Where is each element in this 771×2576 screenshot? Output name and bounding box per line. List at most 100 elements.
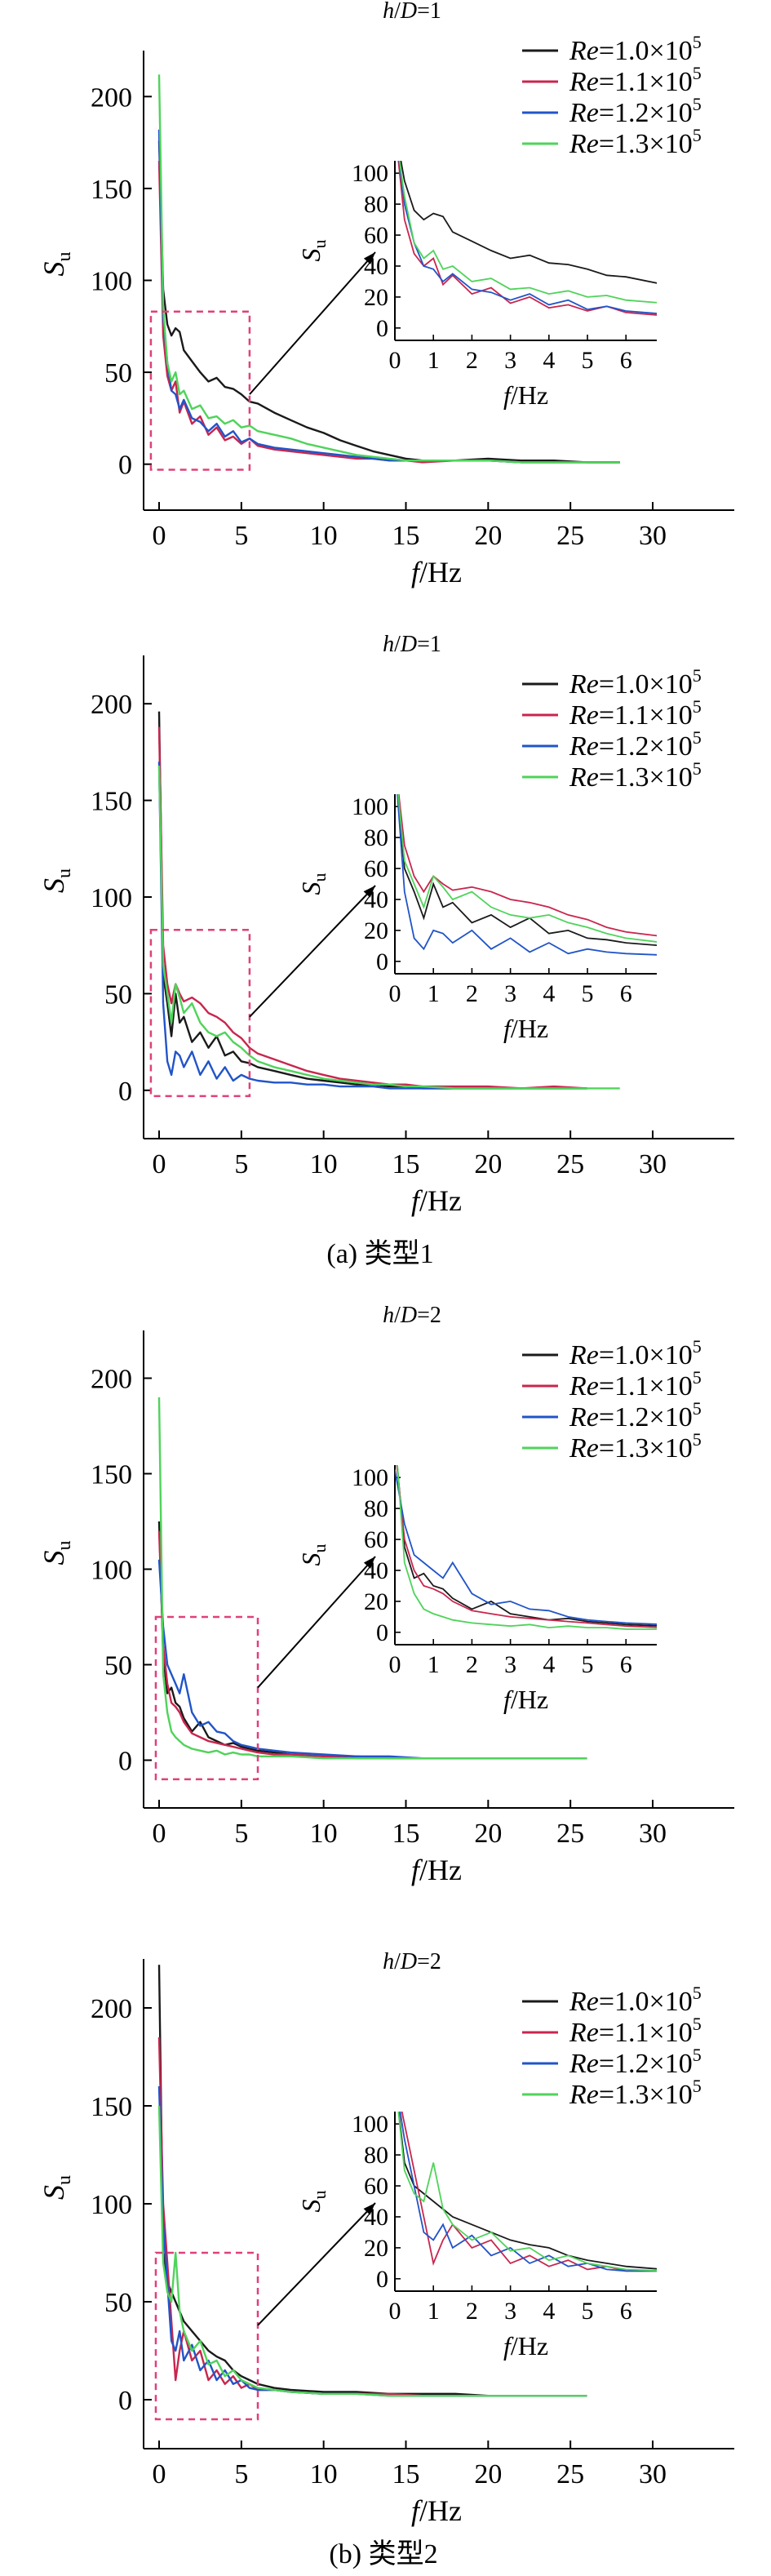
y-axis-title: Su (38, 1541, 75, 1566)
legend-label-3: Re=1.2×105 (569, 94, 702, 128)
title-slash: / (394, 632, 401, 657)
series-line-4 (157, 74, 620, 464)
inset-x-axis-title: f/Hz (503, 1014, 548, 1043)
legend-re: Re (569, 36, 599, 66)
legend-exponent: 5 (693, 2076, 702, 2096)
x-axis-title-unit: /Hz (419, 1184, 462, 1217)
inset-y-tick-label: 80 (364, 2142, 388, 2169)
legend-label-4: Re=1.3×105 (569, 125, 702, 159)
legend-label-2: Re=1.1×105 (569, 696, 702, 731)
inset-x-tick-label: 2 (466, 980, 478, 1007)
y-tick-label: 50 (104, 358, 132, 389)
legend-exponent: 5 (693, 1983, 702, 2003)
inset-y-tick-label: 20 (364, 284, 388, 311)
inset-x-tick-label: 6 (620, 2298, 632, 2325)
inset-y-tick-label: 0 (376, 315, 388, 342)
x-tick-label: 30 (639, 2459, 667, 2489)
title-h: h (383, 1303, 394, 1328)
series-line-3 (157, 129, 620, 464)
inset-x-axis-title: f/Hz (503, 380, 548, 410)
inset-x-axis-title-unit: /Hz (511, 1685, 548, 1714)
legend-re: Re (569, 731, 599, 762)
series-line-1 (157, 1965, 587, 2397)
y-tick-label: 50 (104, 1651, 132, 1681)
inset-x-tick-label: 3 (504, 347, 516, 374)
legend-exponent: 5 (693, 94, 702, 114)
x-tick-label: 0 (153, 2459, 166, 2489)
inset-y-tick-label: 100 (352, 160, 388, 187)
y-axis-title: Su (38, 868, 75, 893)
inset-x-tick-label: 5 (582, 347, 594, 374)
legend-value: =1.0×10 (599, 669, 693, 700)
legend-label-3: Re=1.2×105 (569, 1398, 702, 1432)
inset-y-tick-label: 20 (364, 1588, 388, 1615)
legend-exponent: 5 (693, 1429, 702, 1450)
caption-b: (b) 类型2 (329, 2538, 437, 2569)
x-tick-label: 25 (556, 1149, 584, 1179)
legend-label-3: Re=1.2×105 (569, 2045, 702, 2079)
y-tick-label: 100 (91, 267, 132, 297)
x-tick-label: 10 (310, 1149, 338, 1179)
inset-x-tick-label: 3 (504, 2298, 516, 2325)
inset-series-line-1 (397, 794, 657, 947)
zoom-arrow-line (249, 885, 376, 1018)
y-tick-label: 100 (91, 1556, 132, 1586)
legend-label-2: Re=1.1×105 (569, 2014, 702, 2048)
legend-exponent: 5 (693, 727, 702, 748)
y-tick-label: 0 (118, 1077, 132, 1107)
inset-y-axis-title: Su (296, 1544, 330, 1566)
y-tick-label: 200 (91, 1994, 132, 2024)
inset-y-axis-title-main: S (296, 2200, 326, 2213)
x-tick-label: 10 (310, 521, 338, 551)
legend-re: Re (569, 2049, 599, 2079)
x-tick-label: 10 (310, 2459, 338, 2489)
x-axis-title: f/Hz (411, 1184, 462, 1217)
inset-series-line-2 (397, 794, 657, 937)
inset-y-tick-label: 0 (376, 2266, 388, 2293)
inset-x-tick-label: 2 (466, 1651, 478, 1678)
inset-x-tick-label: 6 (620, 980, 632, 1007)
x-tick-label: 15 (392, 521, 420, 551)
inset-y-axis-title-sub: u (309, 873, 330, 882)
legend-value: =1.3×10 (599, 762, 693, 793)
inset-x-tick-label: 5 (582, 980, 594, 1007)
x-tick-label: 5 (234, 521, 248, 551)
legend-re: Re (569, 1433, 599, 1463)
inset-series-line-2 (401, 2112, 657, 2272)
zoom-box (154, 2251, 259, 2421)
zoom-arrow-head (363, 1557, 375, 1569)
title-slash: / (394, 1949, 401, 1974)
inset-series-line-3 (398, 161, 657, 314)
legend-re: Re (569, 700, 599, 731)
y-axis-title-sub: u (54, 1541, 75, 1551)
title-d: D (400, 1303, 417, 1328)
y-tick-label: 200 (91, 690, 132, 720)
inset-series-line-3 (399, 2112, 657, 2272)
legend-re: Re (569, 762, 599, 793)
inset-y-tick-label: 80 (364, 191, 388, 218)
series-line-3 (157, 762, 587, 1090)
x-tick-label: 25 (556, 2459, 584, 2489)
title-value: =1 (417, 0, 441, 24)
y-axis-title-sub: u (54, 2175, 75, 2185)
inset-x-tick-label: 0 (389, 1651, 401, 1678)
x-axis-title-unit: /Hz (419, 1854, 462, 1886)
x-tick-label: 15 (392, 2459, 420, 2489)
y-axis-title-sub: u (54, 252, 75, 262)
inset-x-tick-label: 0 (389, 2298, 401, 2325)
inset-y-axis-title: Su (296, 873, 330, 895)
zoom-box (149, 310, 251, 471)
series-line-2 (157, 161, 620, 464)
y-tick-label: 50 (104, 979, 132, 1010)
y-axis-title-main: S (38, 2185, 70, 2200)
title-d: D (400, 0, 417, 24)
legend-re: Re (569, 67, 599, 97)
x-tick-label: 0 (153, 1819, 166, 1849)
x-tick-label: 20 (474, 521, 502, 551)
legend-re: Re (569, 669, 599, 700)
legend-label-3: Re=1.2×105 (569, 727, 702, 762)
